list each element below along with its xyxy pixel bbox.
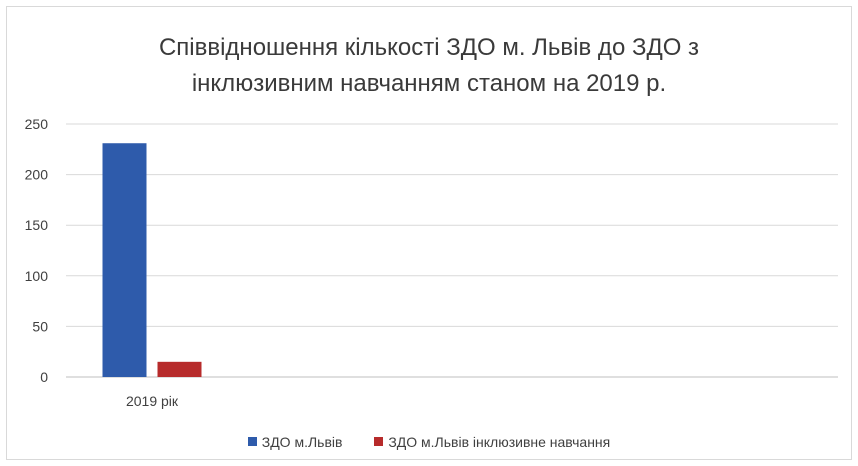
legend-swatch-series-2 [374,437,384,446]
bar-series-2 [157,361,202,377]
x-tick-label: 2019 рік [126,393,179,409]
bar-series-1 [102,143,147,377]
chart-title: Співвідношення кількості ЗДО м. Львів до… [0,30,858,102]
chart-title-line-1: Співвідношення кількості ЗДО м. Львів до… [158,34,700,61]
legend-swatch-series-1 [247,437,257,446]
chart-frame [6,6,852,460]
y-tick-label: 250 [25,116,49,132]
legend-item-series-1: ЗДО м.Львів [247,433,343,450]
y-tick-label: 50 [32,318,48,334]
y-tick-label: 0 [40,369,48,385]
y-tick-label: 150 [25,217,49,233]
legend-item-series-2: ЗДО м.Львів інклюзивне навчання [374,434,610,450]
chart-legend: ЗДО м.Львів ЗДО м.Львів інклюзивне навча… [0,433,858,450]
legend-label-series-2: ЗДО м.Львів інклюзивне навчання [388,433,611,450]
y-tick-label: 200 [25,167,49,183]
legend-label-series-1: ЗДО м.Львів [261,433,343,450]
chart-title-line-2: інклюзивним навчанням станом на 2019 р. [191,70,667,97]
y-tick-label: 100 [25,268,49,284]
